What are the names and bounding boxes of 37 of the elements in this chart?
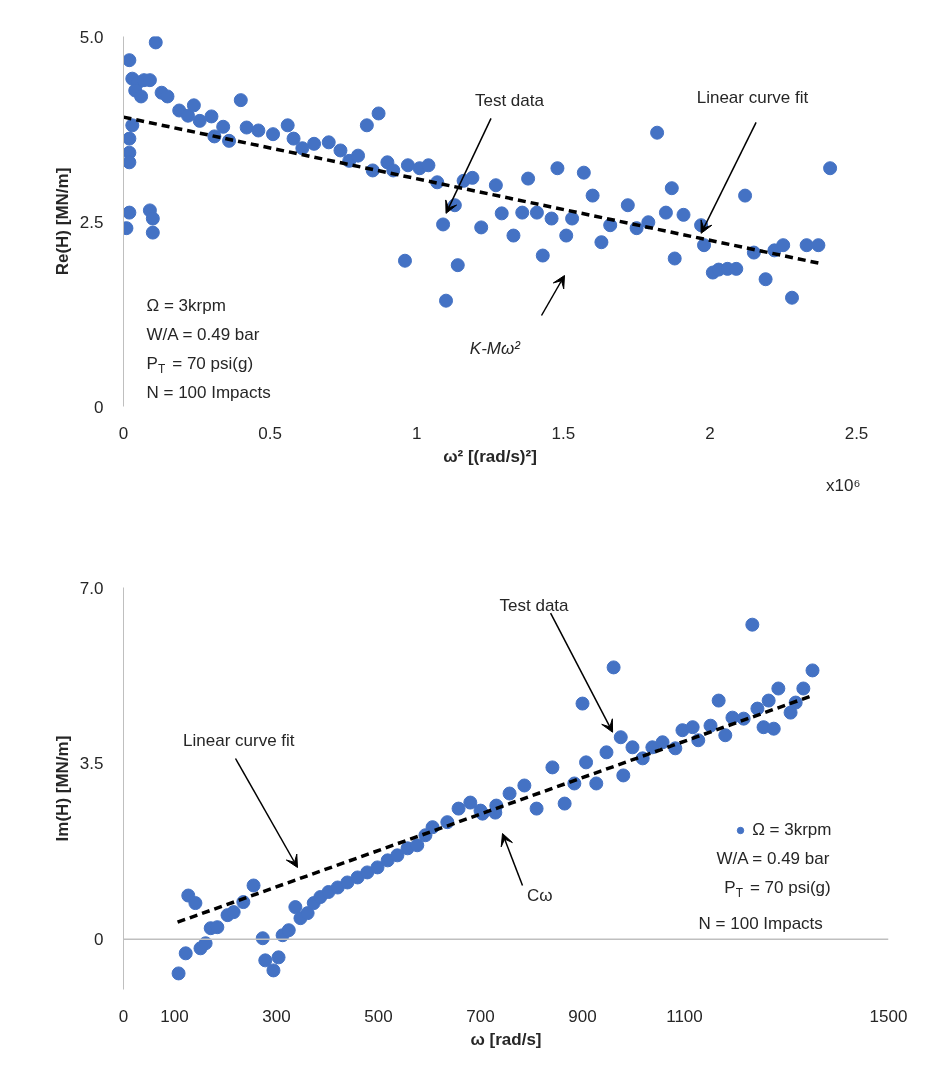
- y-tick-label: 0: [94, 397, 104, 417]
- x-tick-label: 100: [160, 1006, 189, 1026]
- annotation: Ω = 3krpm: [146, 296, 226, 315]
- annotation: W/A = 0.49 bar: [146, 325, 260, 344]
- x-tick-label: 0: [118, 423, 129, 443]
- x-tick-label: 0.5: [258, 423, 282, 443]
- annotation: Test data: [499, 595, 570, 615]
- legend-label: Ω = 3krpm: [752, 820, 832, 840]
- y-axis-title: Im(H) [MN/m]: [52, 735, 72, 842]
- x-tick-label: 1100: [666, 1006, 703, 1026]
- annotation: Linear curve fit: [183, 731, 295, 750]
- annotation: Linear curve fit: [696, 87, 809, 107]
- x-tick-label: 2: [705, 423, 715, 443]
- annotation: K-Mω²: [469, 339, 522, 358]
- annotation: Test data: [474, 90, 545, 110]
- x-tick-label: 1500: [869, 1006, 908, 1026]
- y-tick-label: 0: [94, 930, 104, 950]
- x-tick-label: 2.5: [844, 423, 869, 443]
- annotation: W/A = 0.49 bar: [716, 849, 830, 868]
- y-tick-label: 2.5: [79, 212, 104, 232]
- x-tick-label: 300: [262, 1006, 291, 1026]
- y-tick-label: 3.5: [79, 754, 104, 774]
- x-tick-label: 900: [568, 1006, 597, 1026]
- x-axis-title: ω² [(rad/s)²]: [443, 446, 537, 466]
- text: x10⁶: [826, 475, 861, 495]
- x-tick-label: 700: [466, 1006, 495, 1026]
- y-tick-label: 5.0: [79, 27, 104, 47]
- annotation: N = 100 Impacts: [698, 914, 823, 933]
- annotation: Cω: [526, 886, 553, 905]
- annotation: N = 100 Impacts: [146, 383, 271, 402]
- x-tick-label: 0: [118, 1006, 129, 1026]
- x-axis-title: ω [rad/s]: [470, 1029, 542, 1049]
- y-tick-label: 7.0: [79, 578, 104, 598]
- x-tick-label: 500: [364, 1006, 393, 1026]
- x-tick-label: 1.5: [551, 423, 576, 443]
- x-tick-label: 1: [411, 423, 422, 443]
- y-axis-title: Re(H) [MN/m]: [52, 167, 72, 276]
